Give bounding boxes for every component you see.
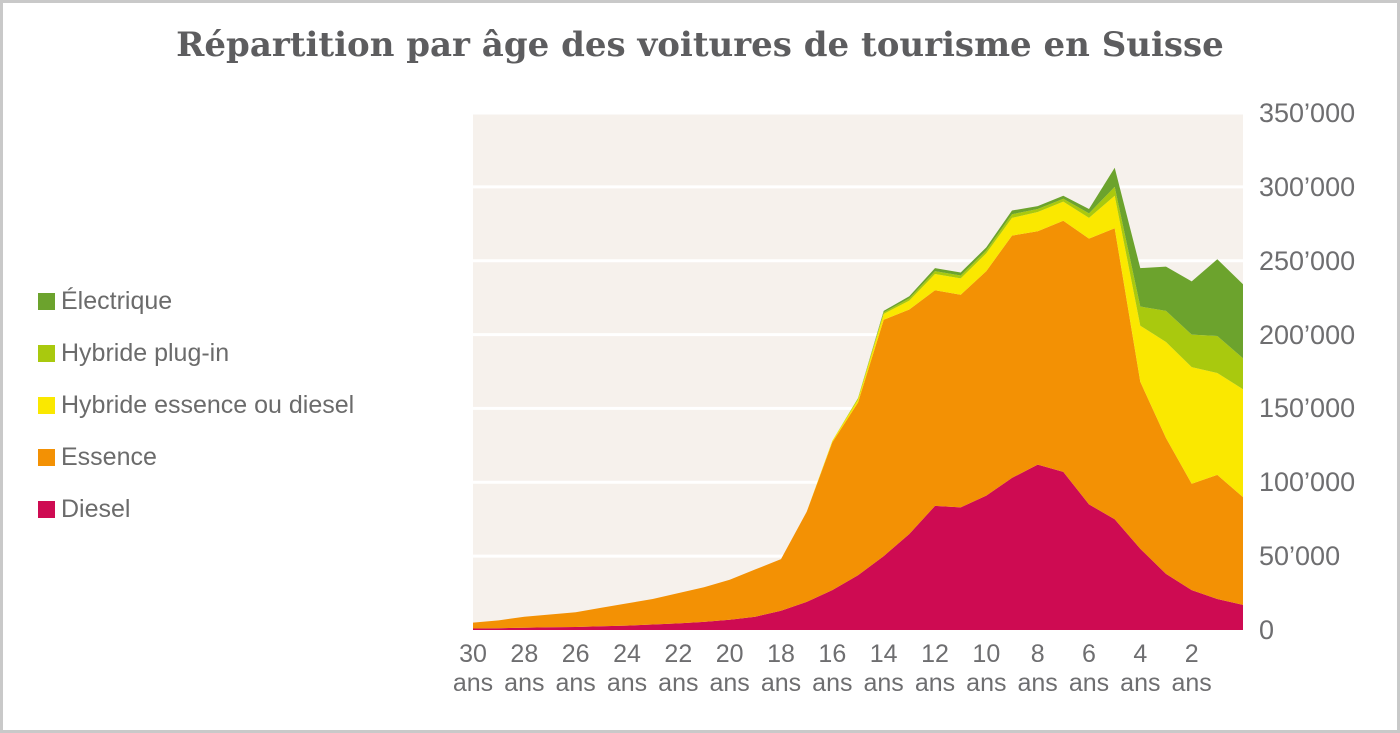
x-axis-label: 16 ans: [812, 640, 853, 697]
x-axis-label: 12 ans: [914, 640, 956, 697]
legend-label: Diesel: [61, 494, 131, 523]
legend-label: Hybride plug-in: [61, 338, 230, 367]
legend-item-essence: Essence: [38, 431, 354, 483]
plot-area: [473, 113, 1243, 630]
x-axis-label: 8 ans: [1017, 640, 1058, 697]
y-axis-label: 100’000: [1259, 467, 1356, 498]
y-axis-label: 150’000: [1259, 393, 1356, 424]
x-axis-label: 26 ans: [555, 640, 596, 697]
legend-swatch: [38, 292, 55, 310]
legend-item-hybride-essence-ou-diesel: Hybride essence ou diesel: [38, 379, 354, 431]
y-axis-label: 0: [1259, 615, 1275, 645]
legend-swatch: [38, 448, 55, 466]
y-axis-label: 300’000: [1259, 171, 1356, 202]
x-axis-label: 2 ans: [1171, 640, 1212, 697]
y-axis-label: 350’000: [1259, 98, 1356, 128]
x-axis-label: 18 ans: [760, 640, 802, 697]
x-axis-label: 20 ans: [709, 640, 750, 697]
y-axis-label: 250’000: [1259, 245, 1356, 276]
area-series-essence: [473, 220, 1243, 629]
legend-swatch: [38, 396, 55, 414]
x-axis-label: 4 ans: [1120, 640, 1161, 697]
legend-label: Électrique: [61, 286, 173, 315]
y-axis-label: 200’000: [1259, 319, 1356, 350]
chart-title: Répartition par âge des voitures de tour…: [176, 25, 1224, 65]
x-axis-label: 6 ans: [1068, 640, 1110, 697]
legend-swatch: [38, 344, 55, 362]
x-axis-label: 14 ans: [863, 640, 904, 697]
stacked-area-chart: [473, 113, 1243, 630]
legend-label: Hybride essence ou diesel: [61, 390, 355, 419]
area-series-diesel: [473, 464, 1243, 630]
x-axis-label: 28 ans: [504, 640, 545, 697]
x-axis-label: 30 ans: [452, 640, 494, 697]
y-axis-label: 50’000: [1259, 541, 1341, 572]
legend-item-electrique: Électrique: [38, 275, 354, 327]
legend-item-hybride-plug-in: Hybride plug-in: [38, 327, 354, 379]
x-axis-label: 24 ans: [606, 640, 648, 697]
legend-item-diesel: Diesel: [38, 483, 354, 535]
legend: Électrique Hybride plug-in Hybride essence…: [38, 275, 354, 535]
x-axis-label: 22 ans: [658, 640, 699, 697]
legend-swatch: [38, 500, 55, 518]
legend-label: Essence: [61, 442, 157, 471]
x-axis-label: 10 ans: [966, 640, 1007, 697]
